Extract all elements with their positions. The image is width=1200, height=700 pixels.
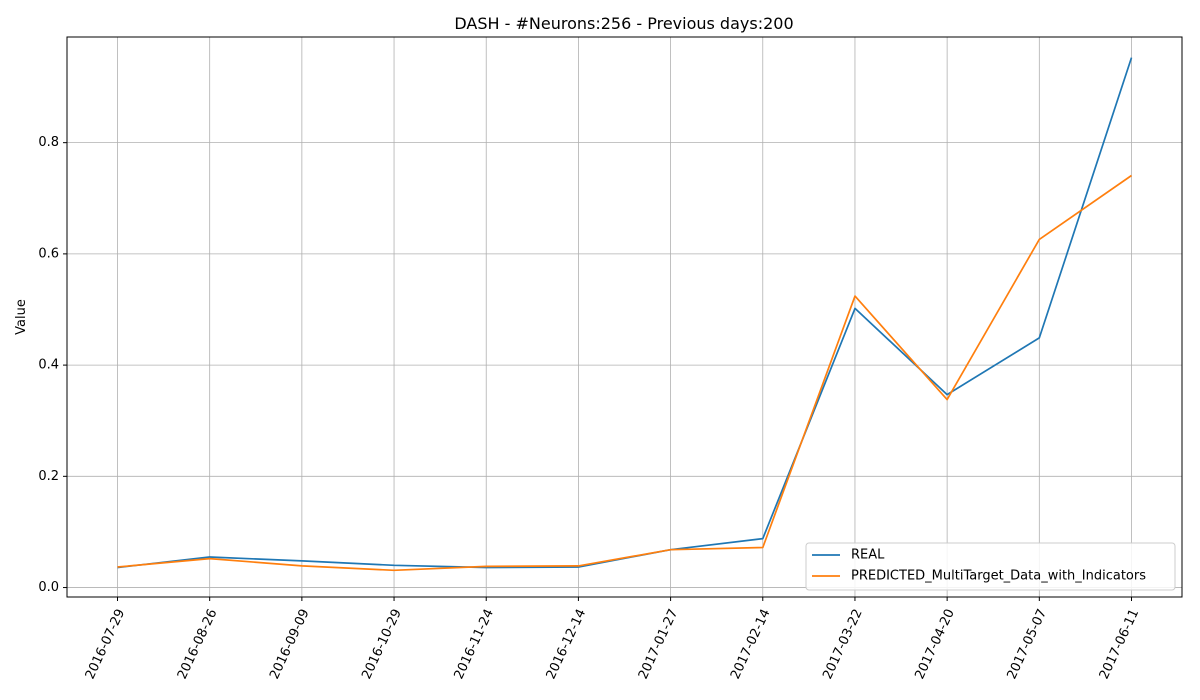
y-tick-label: 0.4: [38, 358, 59, 373]
y-tick-label: 0.8: [38, 135, 59, 150]
chart-title: DASH - #Neurons:256 - Previous days:200: [454, 14, 793, 33]
plot-frame: [66, 36, 1183, 598]
y-tick-label: 0.6: [38, 246, 59, 261]
series-line-predicted: [117, 174, 1132, 572]
legend-box: [805, 542, 1176, 591]
series-layer: [117, 57, 1133, 572]
legend-label: PREDICTED_MultiTarget_Data_with_Indicato…: [851, 569, 1146, 584]
y-tick-label: 0.0: [38, 580, 59, 595]
y-tick-label: 0.2: [38, 469, 59, 484]
legend: REAL PREDICTED_MultiTarget_Data_with_Indi…: [805, 542, 1176, 591]
legend-label: REAL: [851, 548, 885, 563]
y-axis-title: Value: [14, 299, 29, 335]
grid: [67, 37, 1182, 597]
